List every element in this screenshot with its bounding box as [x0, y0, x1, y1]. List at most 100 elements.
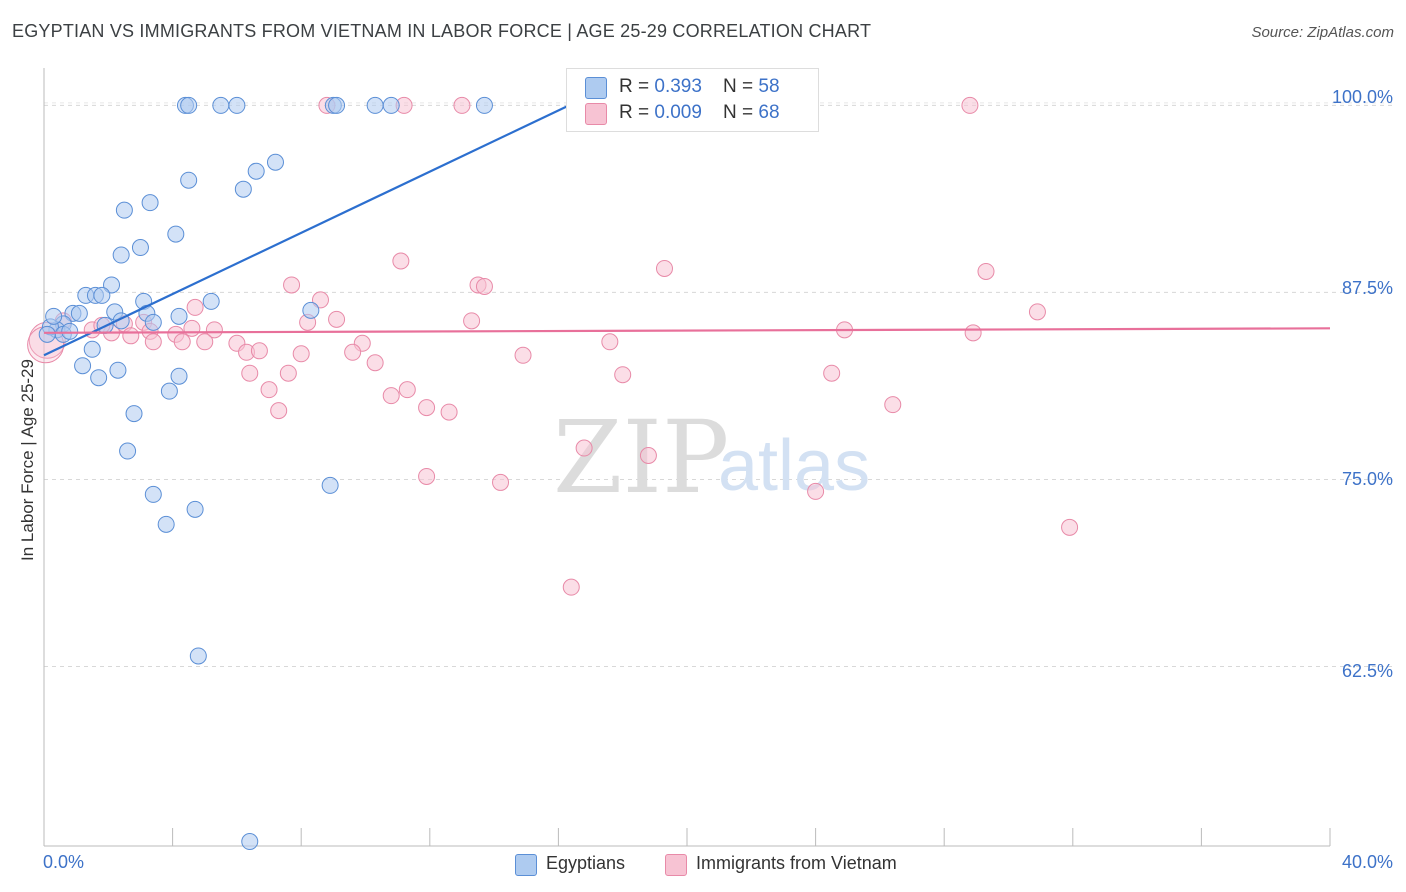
legend-n-value: 58: [758, 76, 780, 97]
egyptian-point: [112, 246, 130, 264]
egyptian-point: [83, 340, 101, 358]
vietnam-point: [144, 333, 162, 351]
vietnam-point: [475, 277, 493, 295]
vietnam-point: [418, 467, 436, 485]
chart-title: EGYPTIAN VS IMMIGRANTS FROM VIETNAM IN L…: [12, 21, 872, 41]
egyptian-point: [131, 239, 149, 257]
vietnam-point: [514, 346, 532, 364]
series-legend-label: Egyptians: [546, 853, 626, 873]
egyptian-point: [74, 357, 92, 375]
vietnam-point: [328, 310, 346, 328]
legend-r-value: 0.393: [654, 76, 702, 97]
egyptian-point: [109, 361, 127, 379]
legend-r-label: R =: [619, 102, 655, 123]
egyptian-point: [328, 96, 346, 114]
vietnam-point: [186, 298, 204, 316]
egyptian-point: [90, 369, 108, 387]
legend-r-value: 0.009: [654, 102, 702, 123]
vietnam-point: [418, 399, 436, 417]
egyptian-point: [180, 171, 198, 189]
vietnam-point: [562, 578, 580, 596]
legend-swatch-blue: [515, 854, 537, 876]
egyptian-point: [186, 500, 204, 518]
vietnam-point: [344, 343, 362, 361]
egyptian-point: [234, 180, 252, 198]
chart-source: Source: ZipAtlas.com: [1251, 24, 1394, 41]
x-tick-label-min: 0.0%: [43, 852, 85, 872]
egyptian-point: [302, 301, 320, 319]
vietnam-point: [601, 333, 619, 351]
vietnam-point: [884, 396, 902, 414]
egyptian-point: [212, 96, 230, 114]
egyptian-point: [125, 405, 143, 423]
egyptian-point: [119, 442, 137, 460]
vietnam-point: [311, 291, 329, 309]
vietnam-point: [961, 96, 979, 114]
egyptian-point: [202, 292, 220, 310]
series-legend-label: Immigrants from Vietnam: [696, 853, 897, 873]
vietnam-point: [1061, 518, 1079, 536]
egyptian-point: [228, 96, 246, 114]
y-axis-label: In Labor Force | Age 25-29: [18, 359, 37, 561]
trend-lines: [43, 84, 1331, 357]
vietnam-point: [173, 333, 191, 351]
egyptian-point: [180, 96, 198, 114]
vietnam-point: [964, 324, 982, 342]
vietnam-point: [366, 354, 384, 372]
egyptians-trend-line: [43, 84, 611, 357]
axes: [43, 68, 1331, 847]
vietnam-point: [196, 333, 214, 351]
vietnam-point: [1028, 303, 1046, 321]
egyptian-point: [144, 485, 162, 503]
egyptian-point: [115, 201, 133, 219]
vietnam-point: [382, 387, 400, 405]
vietnam-point: [279, 364, 297, 382]
watermark-atlas: atlas: [718, 426, 870, 506]
y-tick-label-75: 75.0%: [1341, 469, 1393, 489]
egyptian-point: [170, 367, 188, 385]
y-tick-label-100: 100.0%: [1331, 87, 1393, 107]
egyptian-point: [170, 307, 188, 325]
egyptian-point: [61, 322, 79, 340]
egyptian-point: [103, 276, 121, 294]
egyptian-point: [189, 647, 207, 665]
vietnam-point: [183, 319, 201, 337]
vietnam-point: [977, 262, 995, 280]
legend-swatch-pink: [585, 103, 607, 125]
watermark: ZIP atlas: [553, 399, 870, 516]
vietnam-point: [270, 402, 288, 420]
x-tick-label-max: 40.0%: [1341, 852, 1393, 872]
egyptian-point: [266, 153, 284, 171]
vietnam-point: [283, 276, 301, 294]
vietnam-point: [639, 447, 657, 465]
y-tick-label-87.5: 87.5%: [1341, 278, 1393, 298]
data-points: [27, 96, 1079, 851]
egyptian-point: [475, 96, 493, 114]
egyptian-point: [321, 476, 339, 494]
legend-n-label: N =: [723, 76, 759, 97]
vietnam-point: [241, 364, 259, 382]
vietnam-point: [398, 381, 416, 399]
egyptian-point: [167, 225, 185, 243]
egyptian-point: [366, 96, 384, 114]
egyptian-point: [144, 313, 162, 331]
egyptian-point: [93, 286, 111, 304]
legend-swatch-pink: [665, 854, 687, 876]
egyptian-point: [160, 382, 178, 400]
vietnam-point: [492, 473, 510, 491]
legend-n-label: N =: [723, 102, 759, 123]
egyptian-point: [241, 833, 259, 851]
vietnam-point: [260, 381, 278, 399]
egyptian-point: [70, 304, 88, 322]
egyptian-point: [247, 162, 265, 180]
egyptian-point: [141, 194, 159, 212]
vietnam-point: [292, 345, 310, 363]
vietnam-point: [614, 366, 632, 384]
vietnam-point: [655, 259, 673, 277]
vietnam-point: [205, 321, 223, 339]
vietnam-trend-line: [43, 327, 1331, 334]
vietnam-point: [250, 342, 268, 360]
egyptian-point: [157, 515, 175, 533]
vietnam-point: [440, 403, 458, 421]
